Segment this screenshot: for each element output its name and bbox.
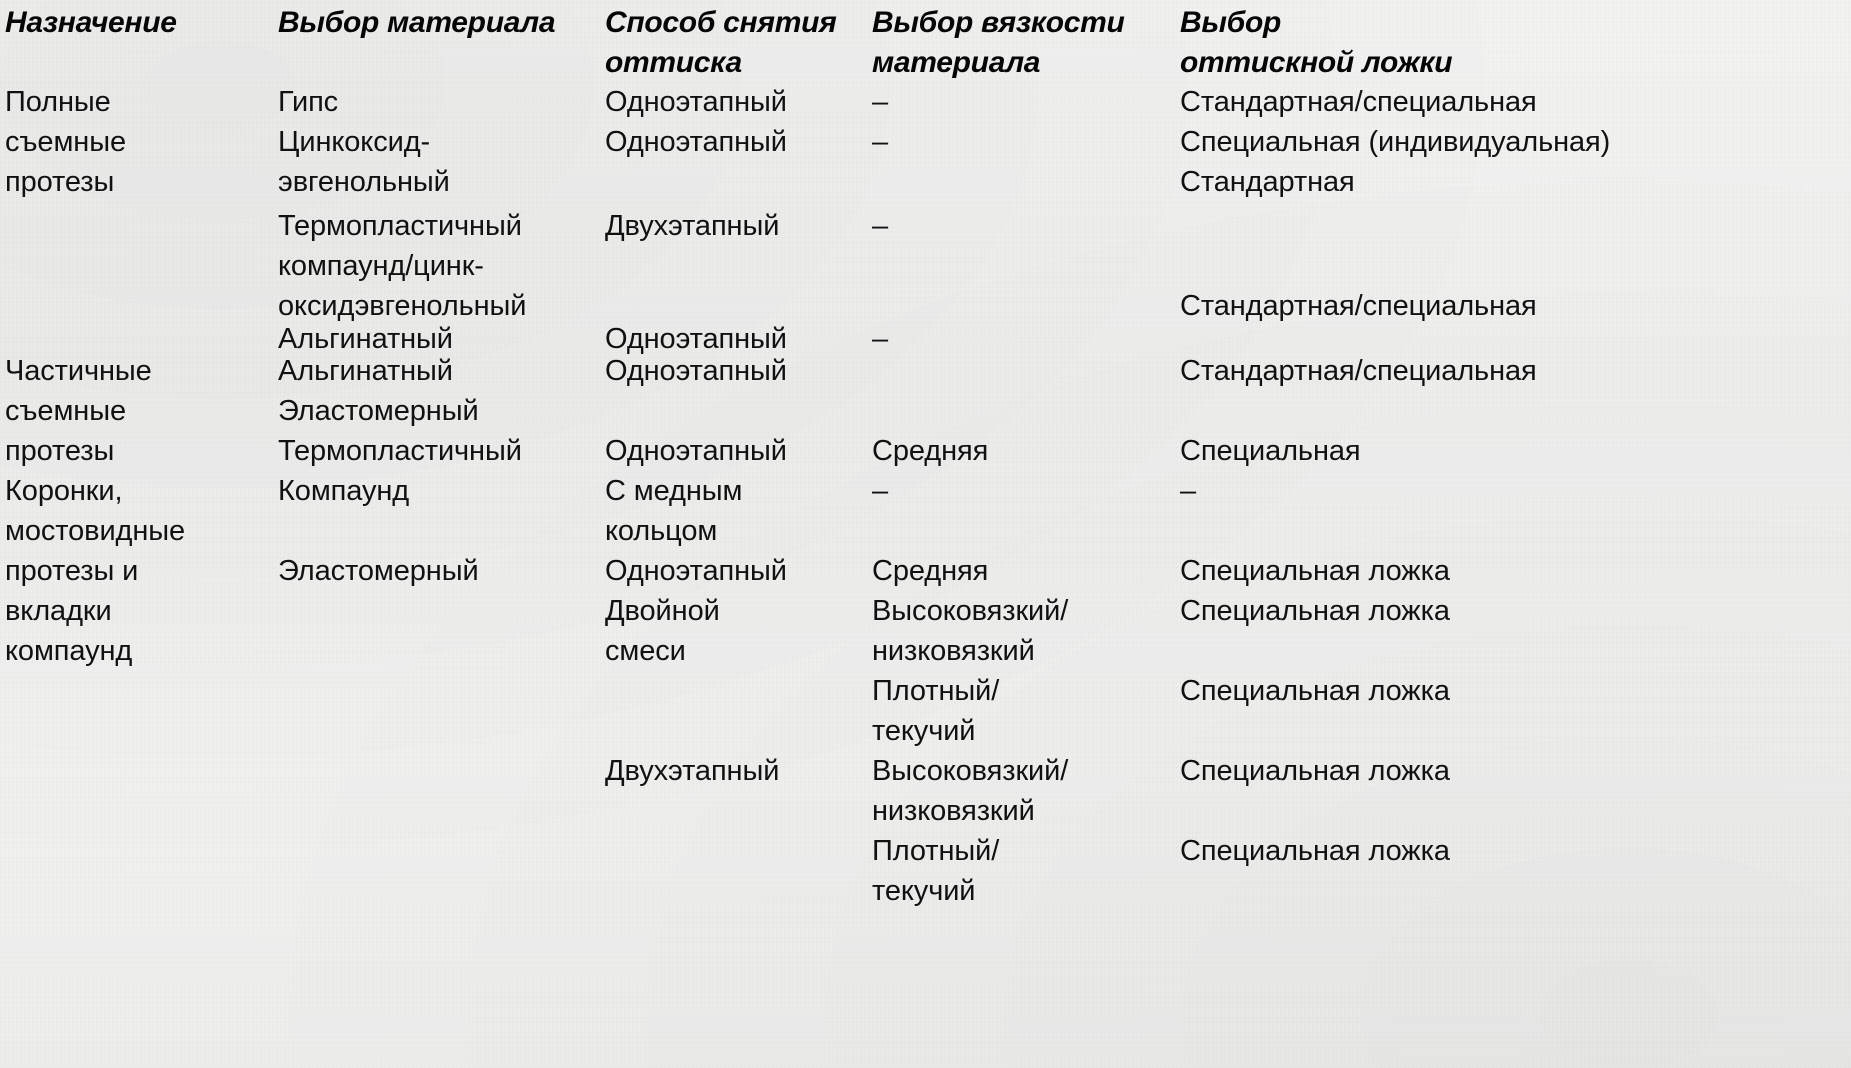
table-cell-tray: Стандартная [1180, 166, 1355, 198]
table-cell-viscosity: низковязкий [872, 635, 1035, 667]
table-cell-purpose: протезы [5, 435, 115, 467]
table-cell-method: Двойной [605, 595, 720, 627]
table-cell-viscosity: текучий [872, 875, 976, 907]
table-cell-method: смеси [605, 635, 686, 667]
table-cell-method: Одноэтапный [605, 86, 787, 118]
table-cell-method: Одноэтапный [605, 555, 787, 587]
table-cell-material: Альгинатный [278, 323, 453, 355]
table-cell-material: оксидэвгенольный [278, 290, 527, 322]
table-cell-tray: Стандартная/специальная [1180, 355, 1537, 387]
table-cell-purpose: компаунд [5, 635, 133, 667]
table-cell-tray: Специальная [1180, 435, 1361, 467]
table-cell-viscosity: – [872, 126, 889, 158]
table-cell-tray: – [1180, 475, 1197, 507]
column-header-method: оттиска [605, 46, 742, 79]
table-cell-method: Двухэтапный [605, 755, 780, 787]
table-cell-method: Одноэтапный [605, 323, 787, 355]
table-cell-purpose: съемные [5, 395, 126, 427]
table-cell-material: Термопластичный [278, 210, 522, 242]
table-cell-tray: Стандартная/специальная [1180, 86, 1537, 118]
column-header-tray: оттискной ложки [1180, 46, 1453, 79]
table-cell-viscosity: Плотный/ [872, 675, 1000, 707]
table-cell-purpose: протезы [5, 166, 115, 198]
table-cell-viscosity: – [872, 86, 889, 118]
table-cell-material: эвгенольный [278, 166, 450, 198]
table-cell-viscosity: Высоковязкий/ [872, 595, 1069, 627]
table-cell-method: Одноэтапный [605, 435, 787, 467]
table-cell-purpose: Коронки, [5, 475, 123, 507]
table-cell-viscosity: текучий [872, 715, 976, 747]
table-cell-viscosity: – [872, 475, 889, 507]
table-cell-purpose: мостовидные [5, 515, 186, 547]
table-cell-material: Цинкоксид- [278, 126, 431, 158]
table-cell-material: Эластомерный [278, 395, 479, 427]
table-cell-viscosity: Средняя [872, 555, 989, 587]
column-header-material: Выбор материала [278, 6, 556, 39]
table-cell-method: С медным [605, 475, 743, 507]
table-cell-tray: Специальная ложка [1180, 595, 1450, 627]
table-cell-method: Двухэтапный [605, 210, 780, 242]
table-cell-purpose: Полные [5, 86, 111, 118]
column-header-viscosity: материала [872, 46, 1041, 79]
table-cell-tray: Стандартная/специальная [1180, 290, 1537, 322]
table-cell-material: Компаунд [278, 475, 410, 507]
table-cell-tray: Специальная ложка [1180, 755, 1450, 787]
table-cell-method: кольцом [605, 515, 718, 547]
column-header-method: Способ снятия [605, 6, 837, 39]
column-header-tray: Выбор [1180, 6, 1282, 39]
table-cell-viscosity: – [872, 323, 889, 355]
table-cell-method: Одноэтапный [605, 355, 787, 387]
table-cell-tray: Специальная ложка [1180, 555, 1450, 587]
table-cell-purpose: протезы и [5, 555, 139, 587]
table-cell-tray: Специальная ложка [1180, 835, 1450, 867]
table-cell-viscosity: – [872, 210, 889, 242]
table-cell-viscosity: низковязкий [872, 795, 1035, 827]
column-header-purpose: Назначение [5, 6, 177, 39]
table-cell-tray: Специальная (индивидуальная) [1180, 126, 1611, 158]
table-cell-purpose: вкладки [5, 595, 112, 627]
column-header-viscosity: Выбор вязкости [872, 6, 1125, 39]
table-cell-viscosity: Плотный/ [872, 835, 1000, 867]
table-cell-material: Эластомерный [278, 555, 479, 587]
table-cell-material: Альгинатный [278, 355, 453, 387]
table-cell-purpose: Частичные [5, 355, 152, 387]
table-cell-material: Гипс [278, 86, 339, 118]
table-cell-viscosity: Высоковязкий/ [872, 755, 1069, 787]
table-cell-tray: Специальная ложка [1180, 675, 1450, 707]
table-cell-viscosity: Средняя [872, 435, 989, 467]
table-cell-material: компаунд/цинк- [278, 250, 484, 282]
table-cell-method: Одноэтапный [605, 126, 787, 158]
table-cell-purpose: съемные [5, 126, 126, 158]
table-cell-material: Термопластичный [278, 435, 522, 467]
